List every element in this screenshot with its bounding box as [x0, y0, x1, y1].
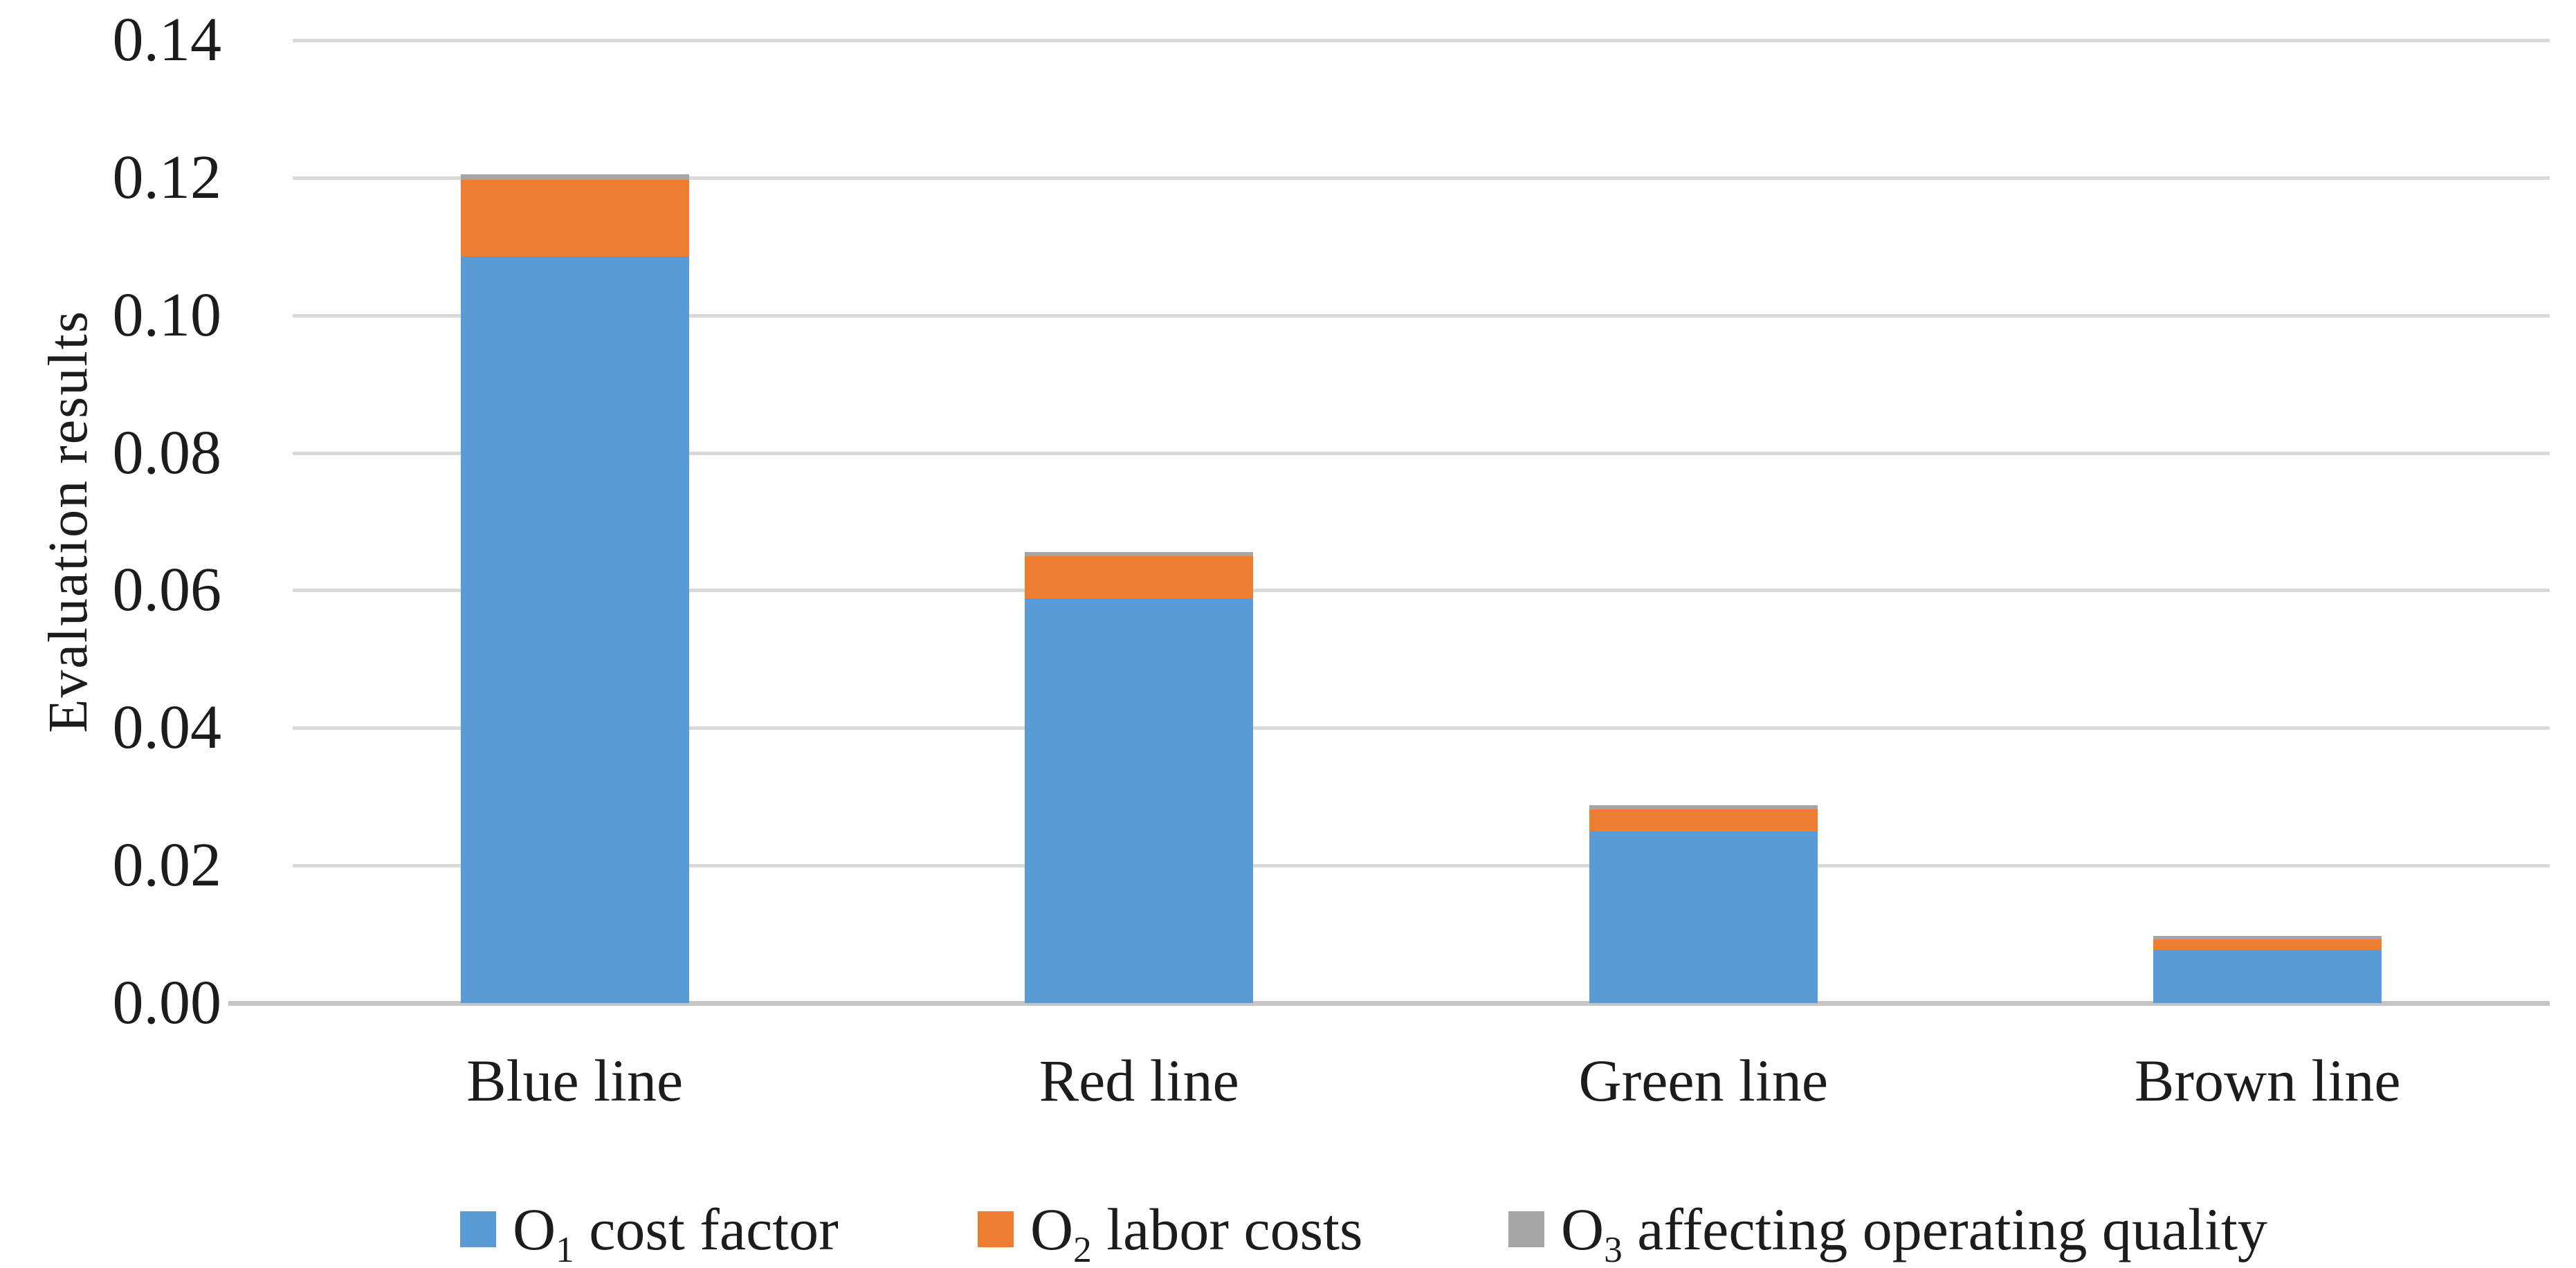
category-label-brown-line: Brown line: [2134, 1047, 2401, 1114]
y-tick-label-0.00: 0.00: [112, 968, 222, 1037]
legend-label: O1 cost factor: [513, 1196, 839, 1268]
x-axis-line: [228, 1001, 2550, 1006]
gridline-0.14: [293, 39, 2550, 42]
bar-segment-red-line-s3: [1025, 552, 1254, 556]
bar-segment-brown-line-s2: [2153, 939, 2382, 950]
gridline-0.02: [293, 864, 2550, 868]
bar-segment-brown-line-s3: [2153, 936, 2382, 939]
legend: O1 cost factor O2 labor costs O3 affecti…: [0, 1191, 2576, 1268]
legend-label: O2 labor costs: [1030, 1196, 1363, 1268]
y-tick-label-0.14: 0.14: [112, 6, 222, 74]
category-label-blue-line: Blue line: [466, 1047, 684, 1114]
gridline-0.08: [293, 451, 2550, 455]
category-label-green-line: Green line: [1578, 1047, 1829, 1114]
y-tick-label-0.08: 0.08: [112, 418, 222, 487]
bar-segment-blue-line-s1: [460, 257, 689, 1003]
gridline-0.10: [293, 313, 2550, 318]
y-tick-label-0.06: 0.06: [112, 555, 222, 625]
gridline-0.12: [293, 176, 2550, 180]
y-axis-title: Evaluation results: [37, 310, 99, 733]
bar-segment-blue-line-s3: [460, 174, 689, 180]
category-label-red-line: Red line: [1039, 1047, 1239, 1114]
bar-segment-green-line-s2: [1589, 809, 1818, 831]
legend-item-o3-affecting-operating-quality: O3 affecting operating quality: [1508, 1191, 2267, 1268]
bar-segment-green-line-s3: [1589, 805, 1818, 809]
legend-item-o1-cost-factor: O1 cost factor: [460, 1191, 839, 1268]
bar-segment-green-line-s1: [1589, 831, 1818, 1003]
bar-segment-red-line-s1: [1025, 598, 1254, 1003]
gridline-0.06: [293, 589, 2550, 593]
y-tick-label-0.10: 0.10: [112, 280, 222, 349]
legend-swatch-blue: [460, 1211, 496, 1247]
y-tick-label-0.02: 0.02: [112, 831, 222, 900]
gridline-0.04: [293, 726, 2550, 731]
bar-segment-brown-line-s1: [2153, 950, 2382, 1003]
legend-label: O3 affecting operating quality: [1561, 1196, 2267, 1268]
bar-segment-red-line-s2: [1025, 556, 1254, 598]
legend-swatch-orange: [978, 1211, 1014, 1247]
legend-swatch-gray: [1508, 1211, 1544, 1247]
bar-segment-blue-line-s2: [460, 180, 689, 257]
y-tick-label-0.12: 0.12: [112, 143, 222, 212]
legend-item-o2-labor-costs: O2 labor costs: [978, 1191, 1363, 1268]
y-tick-label-0.04: 0.04: [112, 693, 222, 762]
